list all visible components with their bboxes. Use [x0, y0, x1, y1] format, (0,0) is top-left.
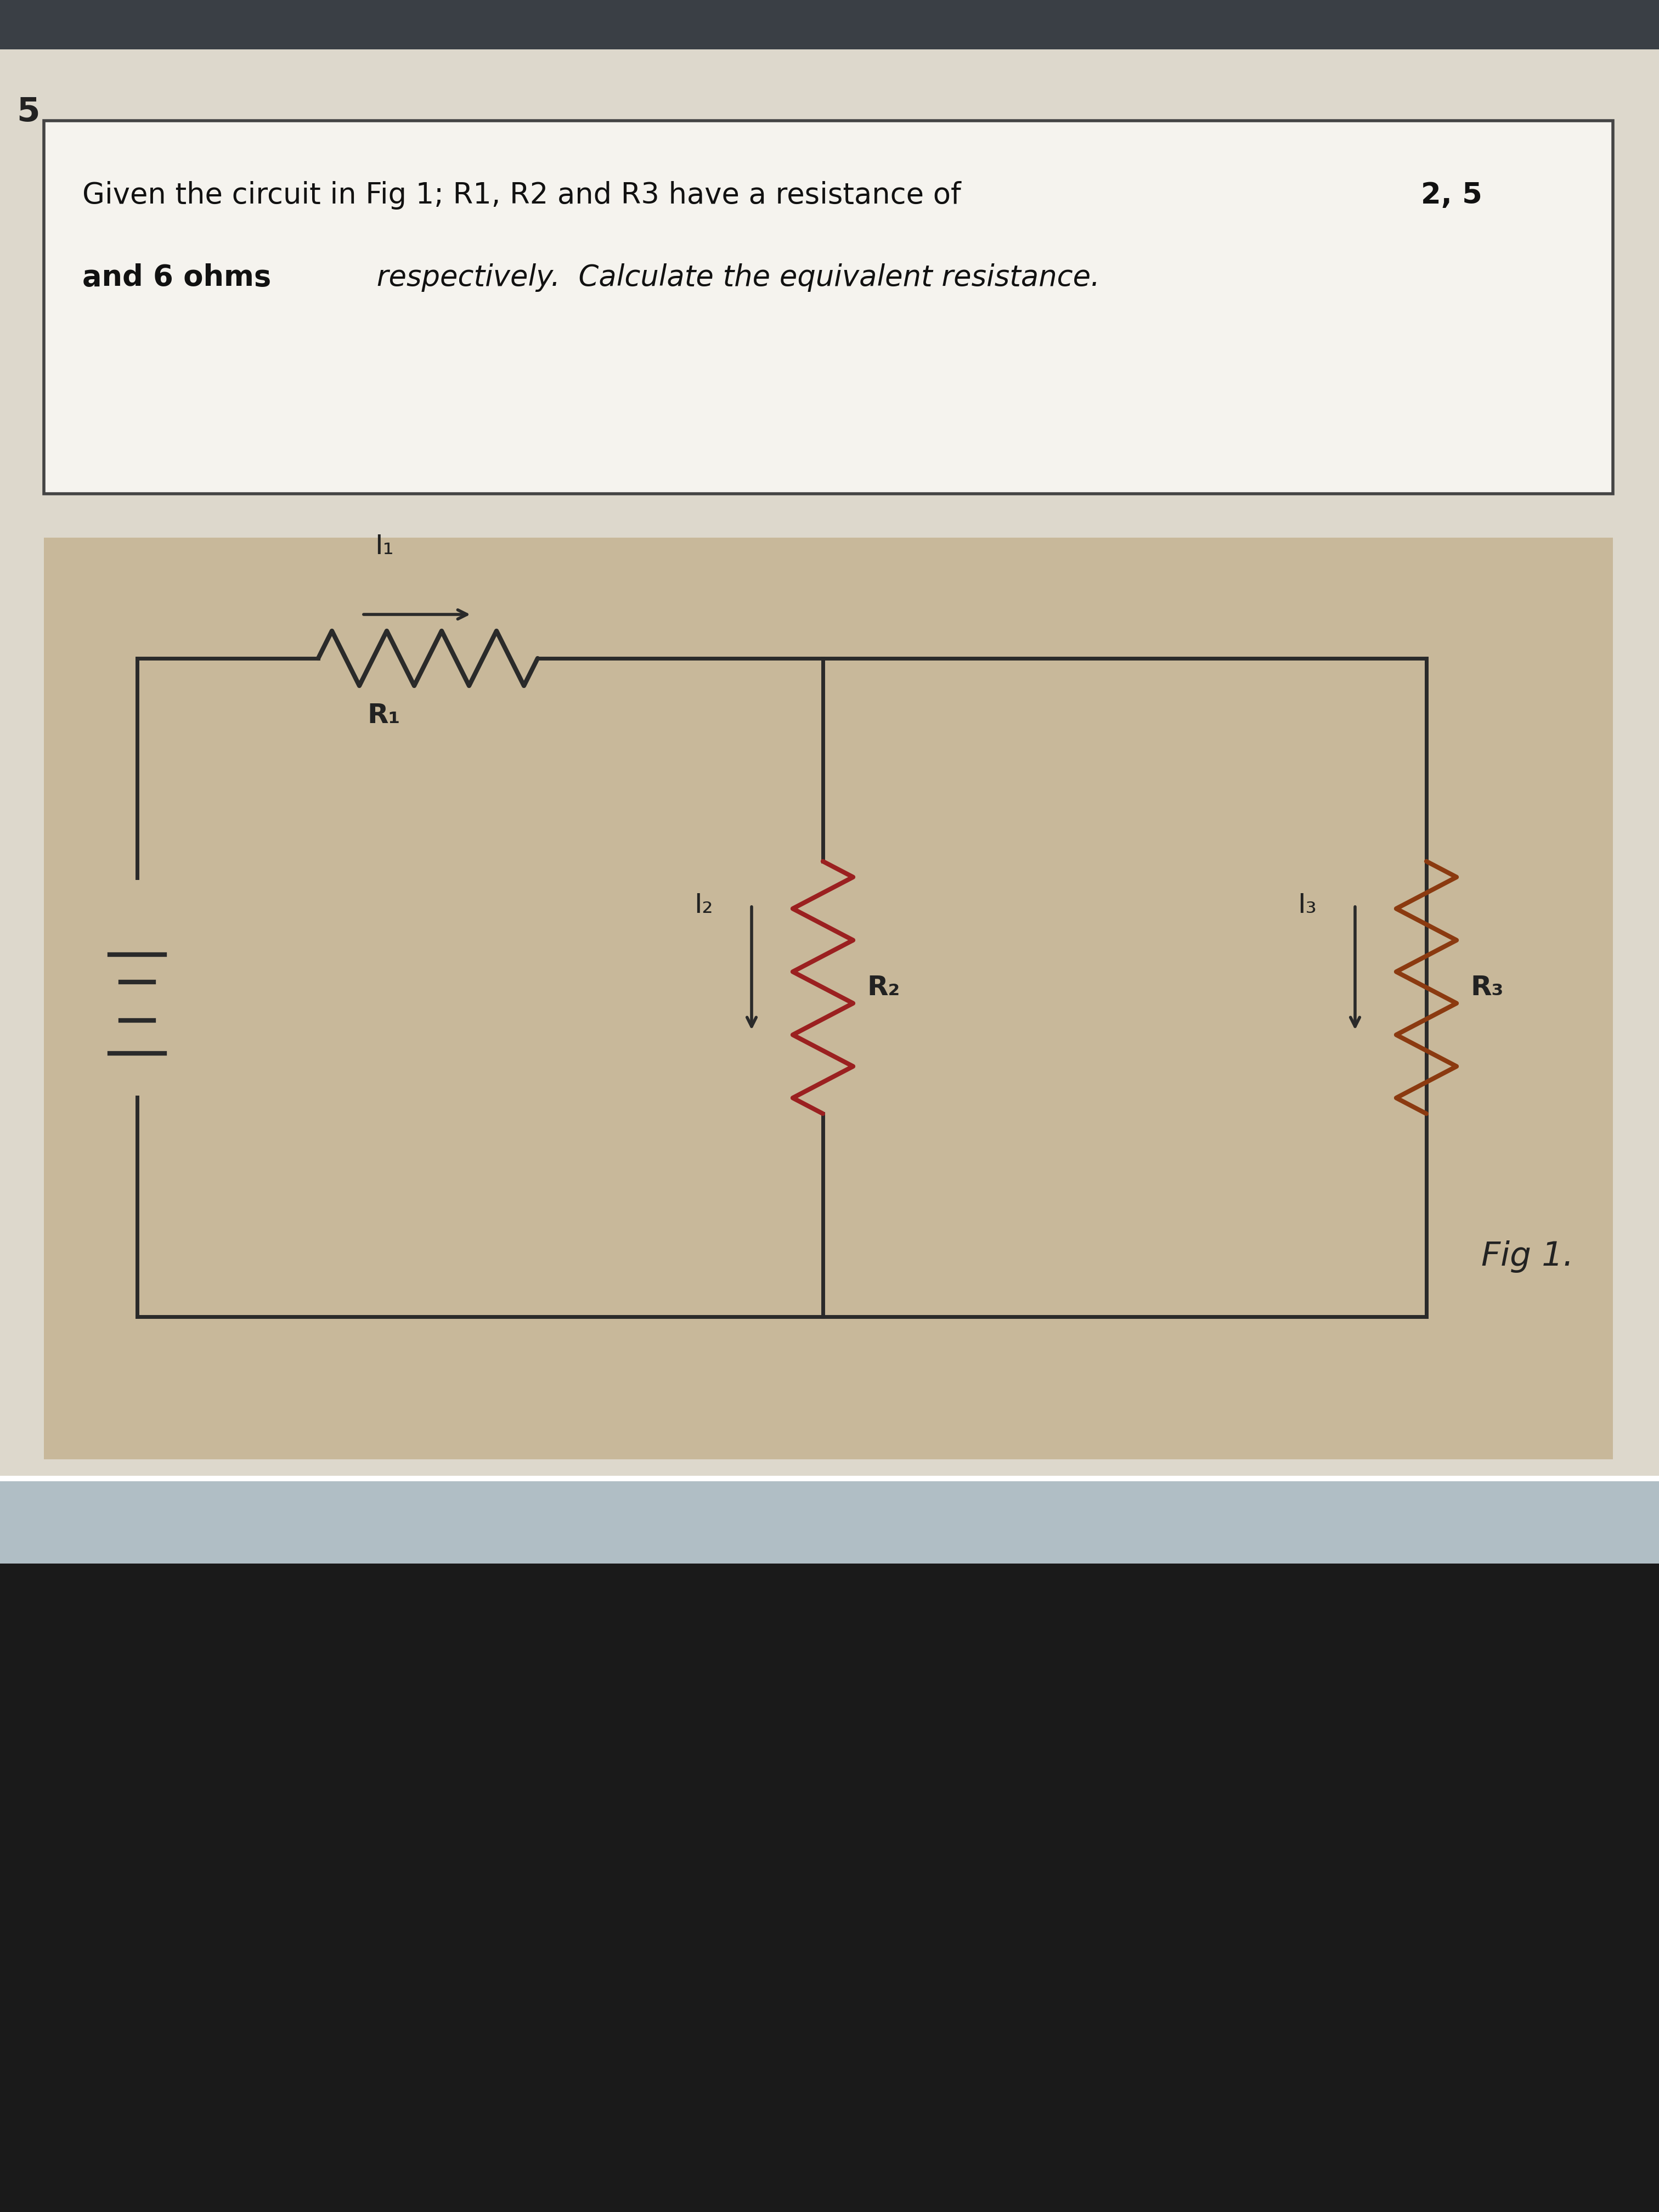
Text: and 6 ohms: and 6 ohms	[83, 263, 270, 292]
Text: R₂: R₂	[866, 973, 899, 1000]
Bar	[0, 1524, 1659, 2212]
Text: Fig 1.: Fig 1.	[1481, 1241, 1574, 1272]
Bar	[0, 49, 1659, 1475]
Bar	[43, 538, 1613, 1460]
Bar	[0, 1482, 1659, 1564]
Text: 2, 5: 2, 5	[1420, 181, 1481, 210]
Text: I₃: I₃	[1297, 891, 1317, 918]
Text: Given the circuit in Fig 1; R1, R2 and R3 have a resistance of: Given the circuit in Fig 1; R1, R2 and R…	[83, 181, 971, 210]
Text: I₂: I₂	[693, 891, 713, 918]
FancyBboxPatch shape	[43, 122, 1613, 493]
Text: I₁: I₁	[375, 533, 393, 560]
Text: R₁: R₁	[367, 701, 400, 728]
Text: R₃: R₃	[1470, 973, 1503, 1000]
Text: respectively.  Calculate the equivalent resistance.: respectively. Calculate the equivalent r…	[368, 263, 1100, 292]
Bar	[0, 0, 1659, 66]
Text: 5: 5	[17, 95, 40, 128]
